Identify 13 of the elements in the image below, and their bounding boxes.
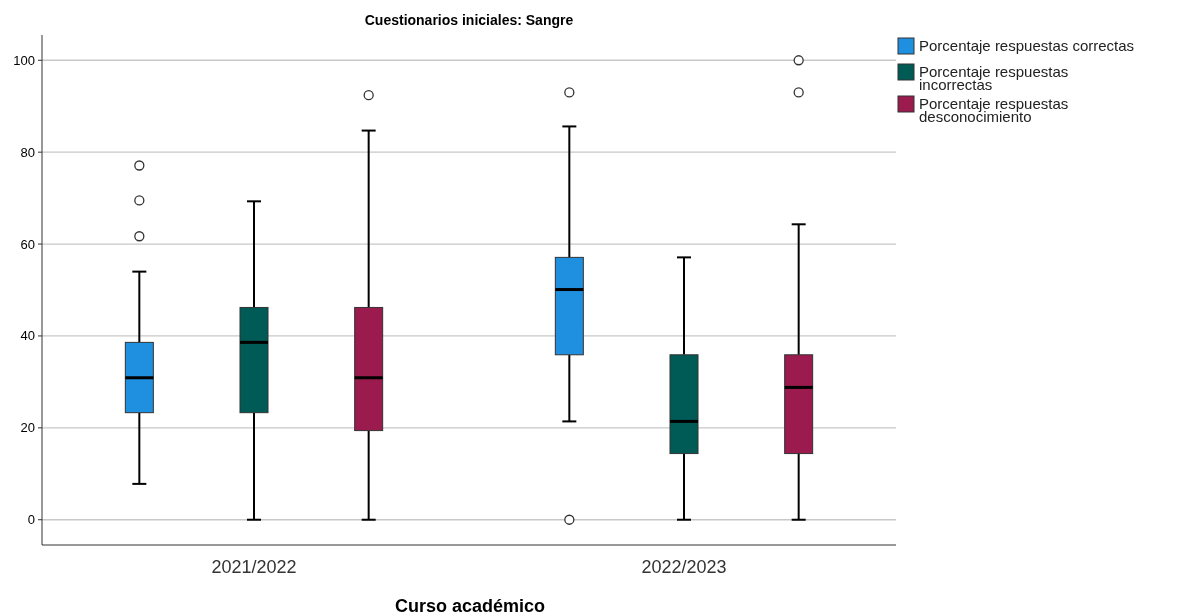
chart-title: Cuestionarios iniciales: Sangre [364, 12, 574, 28]
legend-label: Porcentaje respuestas correctas [919, 37, 1135, 54]
y-tick-label: 20 [20, 420, 35, 436]
legend-label: Porcentaje respuestas incorrectas [919, 63, 1069, 93]
x-axis-title: Curso académico [394, 596, 546, 616]
legend-label: Porcentaje respuestas desconocimiento [919, 95, 1069, 125]
x-tick-label: 2022/2023 [641, 557, 727, 577]
y-tick-label: 100 [13, 52, 35, 68]
y-tick-label: 60 [20, 236, 35, 252]
y-tick-label: 0 [27, 512, 35, 528]
y-tick-label: 40 [20, 328, 35, 344]
x-tick-label: 2021/2022 [211, 557, 297, 577]
y-tick-label: 80 [20, 144, 35, 160]
